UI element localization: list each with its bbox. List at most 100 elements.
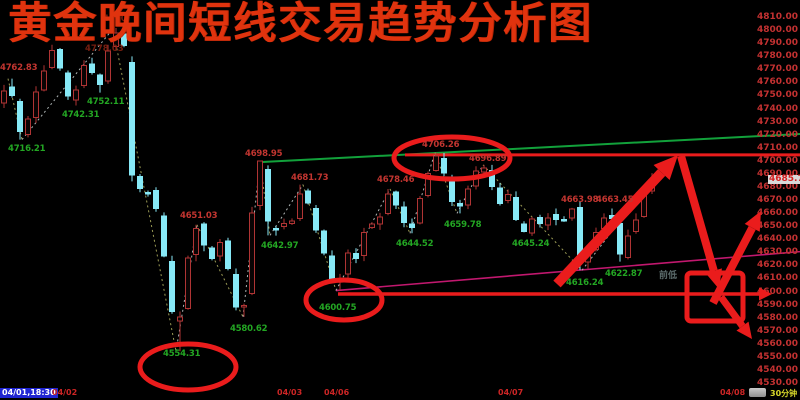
swing-low-label: 4659.78 xyxy=(444,220,482,230)
y-axis-label: 4580.00 xyxy=(757,313,798,323)
bear-candle-body xyxy=(97,74,103,86)
y-axis-label: 4600.00 xyxy=(757,287,798,297)
arrow-support-4600-head xyxy=(759,287,772,301)
y-axis-label: 4610.00 xyxy=(757,273,798,283)
zigzag-segment xyxy=(389,188,411,234)
hidden-peak-label: 4778.03 xyxy=(85,44,124,54)
bull-candle-body xyxy=(33,91,39,118)
bear-candle-body xyxy=(553,213,559,220)
zigzag-segment xyxy=(482,164,583,271)
bull-candle-body xyxy=(529,218,535,234)
y-axis-label: 4590.00 xyxy=(757,300,798,310)
bear-candle-body xyxy=(57,49,63,69)
bear-candle-body xyxy=(561,219,567,222)
swing-high-label: 4681.73 xyxy=(291,173,329,183)
bear-candle-body xyxy=(129,61,135,176)
bear-candle-body xyxy=(9,86,15,97)
bear-candle-body xyxy=(393,191,399,206)
swing-low-label: 4622.87 xyxy=(605,269,643,279)
swing-high-label: 4706.26 xyxy=(422,140,460,150)
bear-candle-body xyxy=(233,274,239,308)
x-axis-label-highlighted: 04/01,18:30 xyxy=(0,388,58,398)
y-axis-label: 4620.00 xyxy=(757,260,798,270)
bull-candle-body xyxy=(545,217,551,226)
hidden-peak-label: 4800 xyxy=(103,14,127,24)
y-axis-label: 4560.00 xyxy=(757,339,798,349)
zigzag-segment xyxy=(302,184,337,291)
bull-candle-body xyxy=(369,223,375,228)
y-axis-label: 4730.00 xyxy=(757,117,798,127)
x-axis-label: 04/03 xyxy=(277,388,303,397)
circle-low-4600 xyxy=(303,277,385,323)
bear-candle-body xyxy=(321,230,327,254)
scrollbar-thumb[interactable] xyxy=(749,388,766,397)
bull-candle-body xyxy=(177,316,183,322)
bear-candle-body xyxy=(161,215,167,257)
bull-candle-body xyxy=(569,208,575,219)
bull-candle-body xyxy=(185,257,191,309)
y-axis-label: 4750.00 xyxy=(757,90,798,100)
swing-low-label: 4645.24 xyxy=(512,239,550,249)
arrow-down-to-box xyxy=(677,154,718,272)
bear-candle-body xyxy=(201,223,207,246)
swing-low-label: 4644.52 xyxy=(396,239,434,249)
arrow-down-breakdown-head xyxy=(736,321,752,339)
swing-low-label: 4716.21 xyxy=(8,144,46,154)
bear-candle-body xyxy=(65,72,71,97)
swing-low-label: 4616.24 xyxy=(566,278,604,288)
bear-candle-body xyxy=(121,33,127,46)
swing-high-label: 4678.46 xyxy=(377,175,415,185)
bull-candle-body xyxy=(113,32,119,47)
bull-candle-body xyxy=(505,194,511,201)
y-axis-label: 4780.00 xyxy=(757,51,798,61)
bull-candle-body xyxy=(289,220,295,224)
y-axis-label: 4740.00 xyxy=(757,104,798,114)
swing-high-label: 4762.83 xyxy=(0,63,38,73)
timeframe-label[interactable]: 30分钟 xyxy=(770,389,798,398)
bull-candle-body xyxy=(193,227,199,256)
bull-candle-body xyxy=(425,172,431,196)
bear-candle-body xyxy=(17,101,23,133)
bear-candle-body xyxy=(401,206,407,223)
bear-candle-body xyxy=(225,240,231,269)
y-axis-label: 4800.00 xyxy=(757,25,798,35)
y-axis-label: 4550.00 xyxy=(757,352,798,362)
bear-candle-body xyxy=(457,202,463,207)
x-axis-label: 04/06 xyxy=(324,388,350,397)
swing-low-label: 4600.75 xyxy=(319,303,357,313)
y-axis-label: 4530.00 xyxy=(757,378,798,388)
bull-candle-body xyxy=(385,193,391,215)
swing-low-label: 4554.31 xyxy=(163,349,201,359)
circle-low-4554 xyxy=(137,341,239,393)
arrow-up-to-resistance xyxy=(553,169,666,288)
bull-candle-body xyxy=(633,219,639,233)
bear-candle-body xyxy=(409,223,415,228)
swing-high-label: 4663.45 xyxy=(596,195,634,205)
y-axis-label: 4640.00 xyxy=(757,234,798,244)
bear-candle-body xyxy=(265,168,271,222)
bull-candle-body xyxy=(377,216,383,225)
swing-low-label: 4580.62 xyxy=(230,324,268,334)
swing-low-label: 4752.11 xyxy=(87,97,125,107)
circle-high-4706 xyxy=(391,134,513,182)
bear-candle-body xyxy=(209,247,215,260)
zigzag-segment xyxy=(335,188,391,291)
swing-low-label: 4742.31 xyxy=(62,110,100,120)
previous-low-note: 前低 xyxy=(659,271,678,281)
y-axis-label: 4540.00 xyxy=(757,365,798,375)
bear-candle-body xyxy=(169,260,175,313)
y-axis-label: 4680.00 xyxy=(757,182,798,192)
bull-candle-body xyxy=(73,89,79,101)
swing-low-label: 4642.97 xyxy=(261,241,299,251)
arrow-up-breakout xyxy=(709,225,756,305)
bull-candle-body xyxy=(81,65,87,87)
bull-candle-body xyxy=(1,90,7,104)
swing-high-label: 4651.03 xyxy=(180,211,218,221)
y-axis-label: 4570.00 xyxy=(757,326,798,336)
y-axis-label: 4700.00 xyxy=(757,156,798,166)
bear-candle-body xyxy=(273,228,279,231)
